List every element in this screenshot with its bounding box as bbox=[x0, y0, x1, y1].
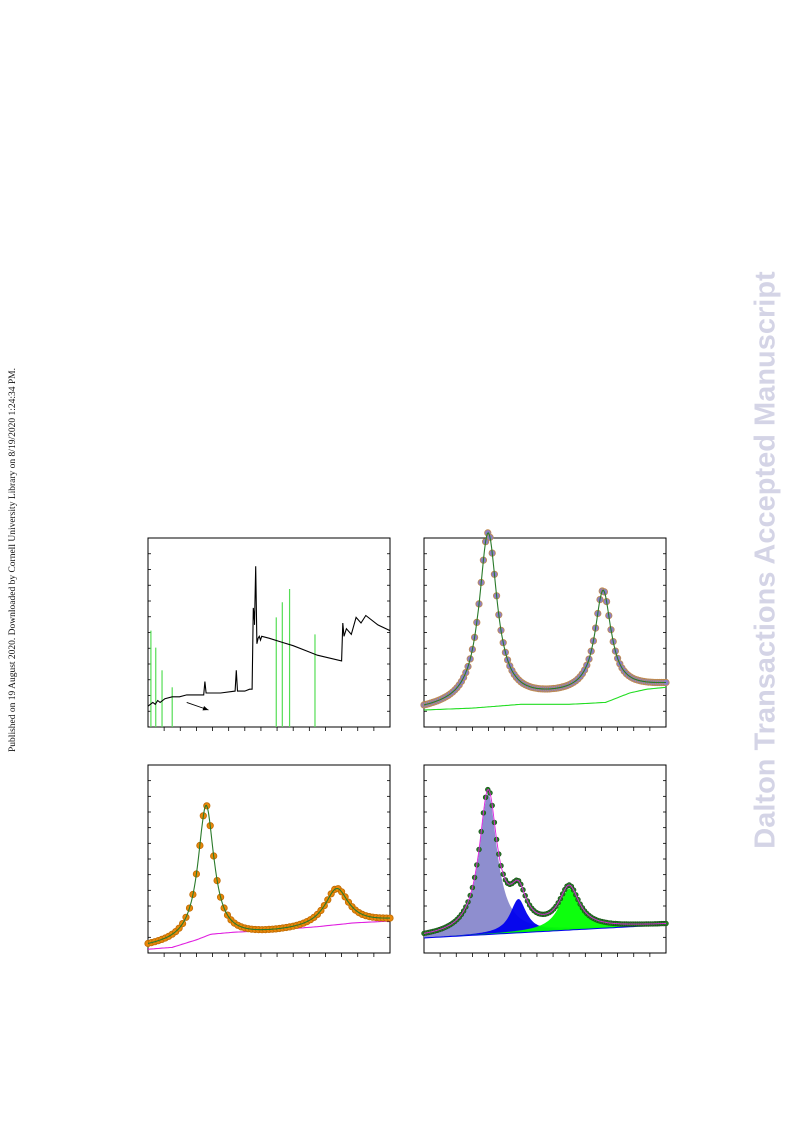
chart-top-left bbox=[147, 537, 391, 731]
chart-bottom-right bbox=[421, 764, 669, 957]
plot-frame bbox=[147, 537, 391, 728]
fit-line bbox=[147, 804, 390, 945]
accepted-manuscript-watermark: Dalton Transactions Accepted Manuscript bbox=[749, 271, 782, 849]
spectrum-line bbox=[147, 566, 391, 707]
component-purple bbox=[424, 793, 666, 938]
plot-frame bbox=[423, 537, 667, 728]
chart-top-right bbox=[420, 529, 670, 731]
arrow-head bbox=[202, 705, 209, 711]
publication-note: Published on 19 August 2020. Downloaded … bbox=[8, 368, 18, 752]
fit-line bbox=[423, 788, 666, 934]
fit-line bbox=[423, 532, 666, 706]
component-green bbox=[424, 888, 666, 938]
background-curve bbox=[423, 686, 667, 711]
baseline-curve bbox=[423, 924, 667, 939]
chart-bottom-left bbox=[144, 764, 394, 957]
